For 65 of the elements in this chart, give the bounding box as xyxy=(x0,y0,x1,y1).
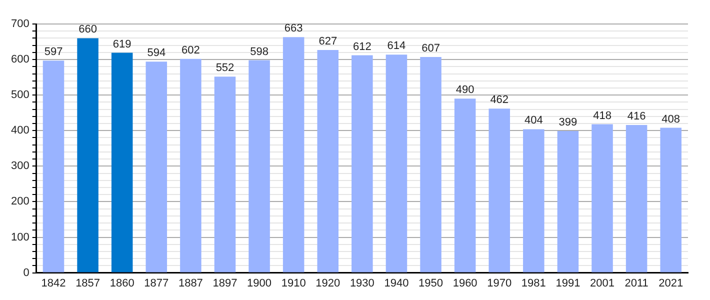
y-tick-label: 300 xyxy=(10,160,30,172)
x-tick-label: 1981 xyxy=(521,277,546,290)
data-label: 552 xyxy=(216,62,234,74)
data-label: 627 xyxy=(318,35,338,48)
x-tick-label: 1877 xyxy=(144,277,169,290)
bar xyxy=(111,52,133,272)
x-tick-label: 1970 xyxy=(487,277,512,290)
data-label: 408 xyxy=(662,113,680,126)
x-tick-label: 1887 xyxy=(178,277,203,290)
data-label: 619 xyxy=(112,38,132,50)
bar xyxy=(592,124,613,272)
data-label: 597 xyxy=(44,46,63,58)
y-tick-label: 400 xyxy=(10,124,30,137)
data-label: 663 xyxy=(284,22,303,35)
bar xyxy=(523,129,544,272)
x-tick-label: 1842 xyxy=(41,277,66,290)
bar xyxy=(282,37,304,272)
x-tick-label: 1860 xyxy=(110,277,134,290)
data-label: 594 xyxy=(147,47,166,60)
y-tick-label: 700 xyxy=(10,18,30,30)
y-tick-label: 600 xyxy=(10,54,30,66)
data-label: 660 xyxy=(78,24,97,36)
data-label: 404 xyxy=(524,114,543,127)
y-tick-label: 200 xyxy=(10,196,30,208)
data-label: 614 xyxy=(387,40,406,52)
bar xyxy=(214,76,236,272)
x-tick-label: 1950 xyxy=(418,277,444,290)
x-tick-label: 1960 xyxy=(452,277,478,290)
bar xyxy=(420,57,442,272)
x-tick-label: 1991 xyxy=(556,277,580,290)
data-label: 416 xyxy=(627,110,646,122)
x-tick-label: 1920 xyxy=(316,277,340,290)
data-label: 598 xyxy=(250,46,268,58)
y-tick-label: 0 xyxy=(23,266,30,279)
y-tick-label: 100 xyxy=(10,231,30,244)
bar xyxy=(488,108,510,272)
bar xyxy=(146,62,168,272)
bar xyxy=(454,98,476,272)
data-label: 462 xyxy=(490,94,509,106)
data-label: 602 xyxy=(182,44,200,56)
bar xyxy=(42,60,64,272)
x-tick-label: 1910 xyxy=(281,277,306,290)
bar xyxy=(317,50,339,272)
x-tick-label: 1940 xyxy=(384,277,409,290)
x-tick-label: 2021 xyxy=(658,277,684,290)
x-tick-label: 2011 xyxy=(624,277,648,290)
bar xyxy=(660,128,682,272)
bar xyxy=(352,55,373,272)
x-tick-label: 1930 xyxy=(350,277,374,290)
data-label: 418 xyxy=(593,110,612,122)
bar xyxy=(626,124,648,272)
bar xyxy=(557,130,579,272)
y-tick-label: 500 xyxy=(10,89,30,102)
data-label: 607 xyxy=(422,42,440,55)
bar xyxy=(248,60,270,272)
data-label: 612 xyxy=(352,40,372,53)
x-tick-label: 2001 xyxy=(590,277,614,290)
x-tick-label: 1857 xyxy=(76,277,100,290)
x-tick-label: 1897 xyxy=(212,277,238,290)
data-label: 490 xyxy=(456,84,474,96)
x-tick-label: 1900 xyxy=(247,277,272,290)
bar xyxy=(77,38,98,272)
data-label: 399 xyxy=(558,116,578,129)
bar xyxy=(386,54,408,272)
bar xyxy=(180,58,202,272)
